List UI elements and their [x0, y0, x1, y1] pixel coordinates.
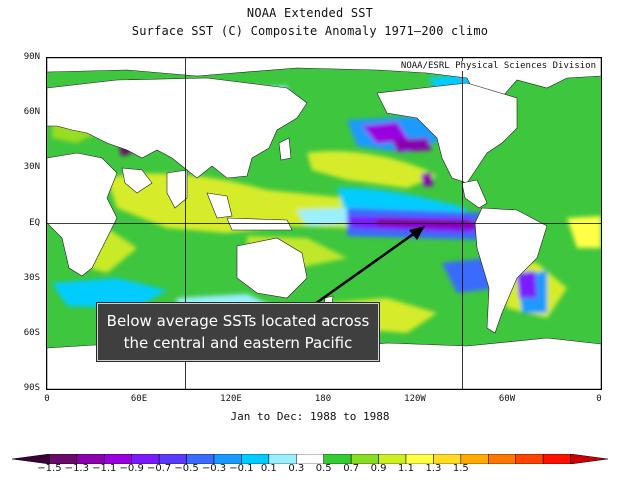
- callout-arrow: [311, 226, 425, 308]
- lat-label-30n: 30N: [23, 162, 40, 172]
- colorbar-label: −1.5: [37, 463, 62, 474]
- colorbar-label: 0.9: [370, 463, 387, 474]
- map-title: NOAA Extended SST: [246, 6, 374, 20]
- lat-label-60s: 60S: [23, 328, 40, 338]
- lon-label-180: 180: [314, 394, 332, 404]
- colorbar-label: −0.7: [146, 463, 172, 474]
- colorbar-swatch: [542, 454, 571, 464]
- colorbar-swatch: [515, 454, 544, 464]
- lat-label-90n: 90N: [23, 52, 40, 62]
- colorbar-label: −0.9: [119, 463, 144, 474]
- annotation-box: Below average SSTs located across the ce…: [97, 303, 379, 361]
- colorbar-label: 0.3: [288, 463, 305, 474]
- lat-label-60n: 60N: [23, 107, 40, 117]
- colorbar-label: 1.1: [398, 463, 414, 474]
- colorbar-label: −0.1: [229, 463, 254, 474]
- colorbar: [11, 454, 609, 464]
- colorbar-label: 0.5: [315, 463, 332, 474]
- colorbar-label: −0.3: [201, 463, 227, 474]
- lon-label-60w: 60W: [498, 394, 516, 404]
- lat-label-eq: EQ: [29, 218, 40, 228]
- colorbar-swatch: [570, 454, 609, 464]
- time-period-label: Jan to Dec: 1988 to 1988: [230, 410, 390, 423]
- lat-label-90s: 90S: [23, 383, 40, 393]
- lon-label-60e: 60E: [130, 394, 148, 404]
- lon-label-120w: 120W: [404, 394, 426, 404]
- lon-label-120e: 120E: [220, 394, 242, 404]
- colorbar-label: 1.3: [425, 463, 442, 474]
- colorbar-label: 0.7: [343, 463, 360, 474]
- lon-label-0: 0: [44, 394, 50, 404]
- colorbar-label: −1.1: [92, 463, 117, 474]
- lon-label-0-east: 0: [596, 394, 602, 404]
- colorbar-swatch: [488, 454, 516, 464]
- colorbar-label: 0.1: [260, 463, 277, 474]
- credit-label: NOAA/ESRL Physical Sciences Division: [398, 61, 598, 71]
- colorbar-label: −0.5: [174, 463, 199, 474]
- map-subtitle: Surface SST (C) Composite Anomaly 1971–2…: [131, 24, 489, 38]
- colorbar-label: −1.3: [64, 463, 89, 474]
- colorbar-label: 1.5: [452, 463, 469, 474]
- lat-label-30s: 30S: [23, 273, 40, 283]
- annotation-text: Below average SSTs located across the ce…: [106, 312, 370, 352]
